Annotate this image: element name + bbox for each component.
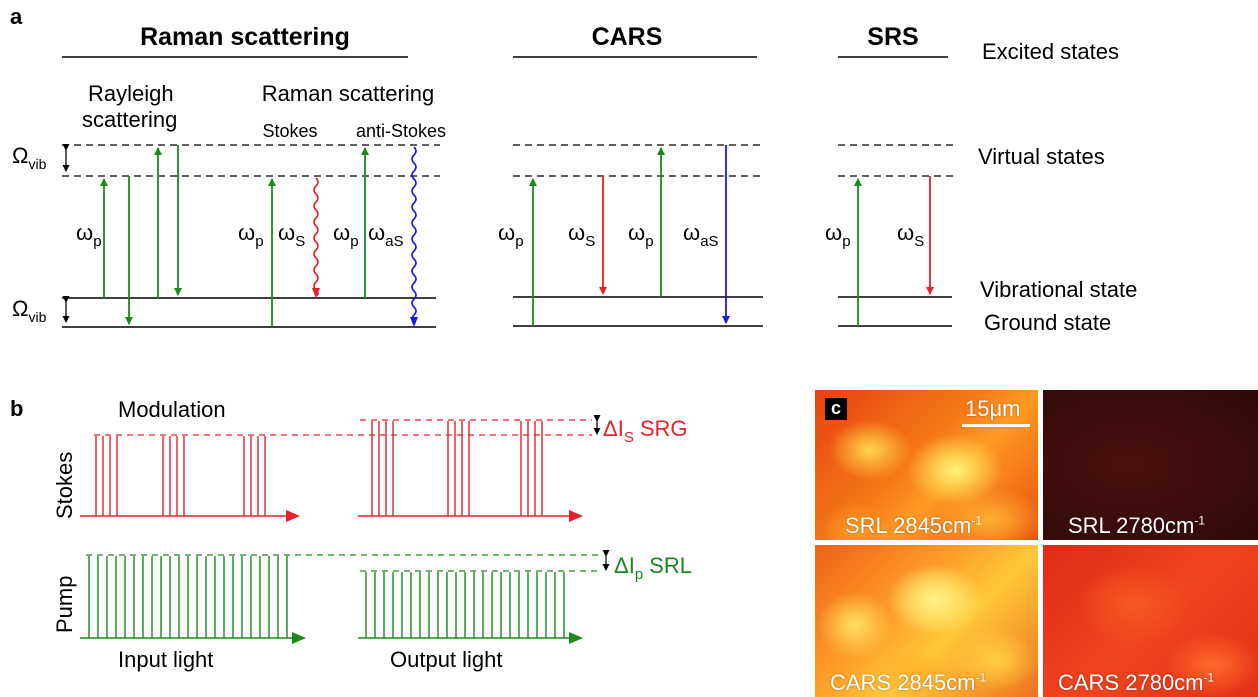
omega-s-stokes: ωS — [278, 220, 305, 250]
omega-p-rayleigh: ωp — [76, 220, 102, 250]
pump-axis-label: Pump — [52, 576, 77, 633]
scale-bar — [962, 424, 1030, 427]
stokes-label: Stokes — [262, 121, 317, 141]
omega-as-anti-stokes: ωaS — [368, 220, 404, 250]
raman-sub-label: Raman scattering — [262, 81, 434, 106]
label-cars-2845: CARS 2845cm-1 — [830, 670, 987, 695]
input-light-label: Input light — [118, 647, 213, 672]
image-srl-2845 — [815, 390, 1038, 540]
rayleigh-line2: scattering — [82, 107, 177, 132]
srs-arrows — [854, 176, 934, 326]
scale-bar-label: 15μm — [965, 396, 1021, 421]
vibrational-ground-lines — [62, 296, 952, 328]
omega-s-srs: ωS — [897, 220, 924, 250]
pump-dashed-levels — [86, 554, 600, 572]
omega-p-cars-2: ωp — [628, 220, 654, 250]
label-srl-2780: SRL 2780cm-1 — [1068, 513, 1206, 538]
omega-p-stokes: ωp — [238, 220, 264, 250]
anti-stokes-wavy-head — [410, 317, 418, 327]
label-cars-2780: CARS 2780cm-1 — [1058, 670, 1215, 695]
pump-input-pulses — [88, 556, 288, 638]
virtual-states-label: Virtual states — [978, 144, 1105, 169]
panel-c-letter: c — [825, 398, 847, 420]
stokes-axis-label: Stokes — [52, 452, 77, 519]
vibrational-state-label: Vibrational state — [980, 277, 1137, 302]
stokes-output-pulses — [371, 421, 543, 516]
rayleigh-line1: Rayleigh — [88, 81, 174, 106]
stokes-dashed-levels — [94, 419, 592, 436]
image-cars-2845 — [815, 545, 1038, 697]
omega-vib-top: Ωvib — [12, 143, 47, 172]
ground-state-label: Ground state — [984, 310, 1111, 335]
stokes-wavy-head — [312, 288, 320, 298]
cars-title: CARS — [592, 23, 663, 51]
modulation-label: Modulation — [118, 397, 226, 422]
rayleigh-arrows — [100, 145, 182, 325]
stokes-input-pulses — [95, 436, 266, 516]
output-light-label: Output light — [390, 647, 503, 672]
srs-title: SRS — [867, 23, 918, 51]
anti-stokes-label: anti-Stokes — [356, 121, 446, 141]
label-srl-2845: SRL 2845cm-1 — [845, 513, 983, 538]
virtual-state-lines — [62, 144, 955, 177]
omega-p-anti-stokes: ωp — [333, 220, 359, 250]
excited-states-label: Excited states — [982, 39, 1119, 64]
omega-p-cars-1: ωp — [498, 220, 524, 250]
omega-vib-bottom: Ωvib — [12, 296, 47, 325]
panel-a-letter: a — [10, 4, 23, 29]
omega-as-cars: ωaS — [683, 220, 719, 250]
anti-stokes-wavy-arrow — [411, 146, 417, 322]
omega-p-srs: ωp — [825, 220, 851, 250]
cars-arrows — [529, 145, 730, 326]
image-cars-2780 — [1043, 545, 1258, 697]
delta-s-label: ΔIS SRG — [603, 416, 688, 446]
image-srl-2780 — [1043, 390, 1258, 540]
stokes-wavy-arrow — [313, 177, 319, 297]
panel-b-letter: b — [10, 396, 23, 421]
omega-s-cars: ωS — [568, 220, 595, 250]
pump-output-pulses — [365, 572, 565, 638]
raman-title: Raman scattering — [140, 23, 350, 51]
delta-p-label: ΔIp SRL — [614, 553, 692, 583]
